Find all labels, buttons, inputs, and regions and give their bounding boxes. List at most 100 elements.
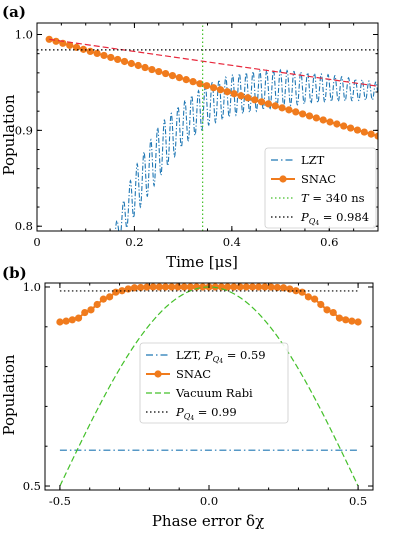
snac-marker-a-11 (120, 57, 129, 66)
ytick-label-a-0: 0.8 (15, 219, 33, 233)
snac-marker-a-17 (162, 69, 170, 78)
snac-marker-b-2 (68, 316, 76, 324)
snac-marker-a-3 (66, 41, 74, 49)
snac-marker-b-27 (224, 283, 232, 291)
snac-marker-b-40 (304, 293, 312, 301)
snac-marker-b-10 (118, 287, 126, 295)
snac-marker-a-4 (72, 43, 81, 51)
xtick-label-b-2: 0.5 (349, 494, 367, 508)
snac-marker-b-43 (323, 306, 331, 314)
legend-label-b-lzt: LZT, PQ4 = 0.59 (176, 348, 266, 365)
snac-marker-b-7 (99, 295, 107, 303)
plot-area-a (37, 23, 378, 231)
legend-label-a-pq: PQ4 = 0.984 (300, 210, 369, 227)
snac-marker-a-40 (319, 116, 327, 124)
panel-a-legend: LZT SNAC T = 340 ns PQ4 = 0.984 (264, 147, 377, 229)
snac-marker-b-5 (87, 306, 95, 314)
snac-marker-a-21 (189, 78, 197, 86)
snac-marker-b-3 (74, 314, 83, 322)
snac-marker-a-35 (285, 106, 293, 114)
snac-marker-b-29 (236, 283, 244, 291)
ytick-label-a-2: 1.0 (15, 28, 33, 42)
snac-marker-a-20 (182, 76, 190, 84)
panel-a-xlabel: Time [μs] (166, 253, 238, 271)
snac-marker-a-41 (326, 118, 334, 126)
snac-marker-a-19 (175, 74, 183, 82)
snac-marker-a-6 (86, 47, 94, 56)
snac-marker-a-24 (209, 84, 218, 92)
snac-marker-a-32 (264, 100, 272, 108)
snac-marker-b-31 (248, 283, 257, 291)
snac-marker-a-33 (271, 102, 279, 110)
panel-a-series (37, 23, 378, 231)
legend-label-b-snac: SNAC (176, 367, 211, 381)
panel-b-axes: -0.5 0.0 0.5 0.5 1.0 (23, 280, 374, 508)
snac-marker-a-14 (141, 63, 149, 72)
legend-label-b-pq: PQ4 = 0.99 (175, 405, 237, 422)
snac-marker-b-15 (149, 283, 157, 291)
snac-marker-b-28 (230, 283, 238, 291)
snac-marker-a-12 (127, 59, 135, 68)
xtick-label-a-2: 0.4 (223, 235, 241, 249)
snac-marker-b-48 (354, 318, 362, 326)
xtick-label-b-0: -0.5 (49, 494, 71, 508)
series-a-0 (114, 68, 378, 231)
snac-marker-b-14 (143, 283, 151, 291)
series-a-2 (49, 38, 378, 87)
snac-marker-a-27 (230, 90, 238, 98)
legend-marker-b (154, 370, 162, 378)
snac-marker-a-1 (52, 37, 60, 45)
snac-marker-b-23 (199, 283, 207, 291)
snac-marker-a-31 (257, 98, 266, 106)
panel-a: (a) 0 0.2 0.4 0.6 0.8 0.9 1.0 Time [μs] Popula… (0, 3, 379, 271)
legend-label-a-t: T = 340 ns (301, 191, 365, 205)
snac-marker-a-23 (203, 82, 211, 90)
snac-marker-b-45 (335, 314, 344, 322)
snac-marker-b-19 (174, 283, 182, 291)
snac-marker-a-26 (223, 88, 231, 96)
snac-marker-a-10 (114, 55, 122, 64)
panel-b: (b) -0.5 0.0 0.5 0.5 1.0 Phase error δχ Popu… (0, 264, 374, 530)
snac-marker-a-15 (148, 65, 156, 74)
series-b-1 (59, 285, 359, 323)
snac-marker-a-42 (333, 120, 341, 128)
ytick-label-b-1: 1.0 (23, 280, 41, 294)
snac-marker-b-30 (242, 283, 250, 291)
snac-marker-a-48 (374, 132, 378, 140)
snac-marker-a-38 (305, 112, 314, 120)
snac-marker-b-6 (93, 300, 101, 309)
xtick-label-a-0: 0 (33, 235, 40, 249)
snac-marker-b-8 (106, 293, 114, 301)
legend-box-b (139, 342, 289, 424)
snac-marker-b-4 (81, 308, 89, 317)
snac-marker-a-34 (278, 104, 286, 112)
legend-label-b-vac: Vacuum Rabi (175, 386, 253, 400)
snac-marker-b-11 (124, 285, 132, 293)
snac-marker-a-30 (251, 96, 259, 104)
snac-marker-b-34 (267, 283, 275, 291)
snac-marker-b-35 (273, 283, 281, 292)
snac-marker-b-21 (186, 283, 194, 291)
snac-marker-a-7 (93, 49, 101, 58)
legend-label-a-snac: SNAC (301, 172, 336, 186)
snac-marker-b-12 (130, 284, 139, 292)
snac-marker-a-29 (244, 94, 252, 102)
panel-a-label: (a) (2, 3, 26, 21)
snac-marker-b-42 (317, 300, 325, 309)
snac-marker-b-17 (161, 283, 170, 291)
ytick-label-a-1: 0.9 (15, 123, 33, 137)
snac-marker-a-43 (340, 122, 348, 130)
snac-marker-a-9 (107, 53, 115, 62)
snac-marker-a-37 (299, 110, 307, 118)
snac-marker-a-45 (353, 126, 362, 134)
snac-marker-b-33 (261, 283, 269, 291)
xtick-label-b-1: 0.0 (200, 494, 218, 508)
snac-marker-b-32 (255, 283, 263, 291)
snac-marker-a-39 (312, 114, 320, 122)
snac-marker-b-18 (168, 283, 176, 291)
panel-b-ylabel: Population (0, 354, 18, 435)
snac-marker-b-13 (137, 283, 145, 292)
snac-marker-b-22 (192, 283, 201, 291)
snac-marker-b-46 (342, 316, 350, 324)
